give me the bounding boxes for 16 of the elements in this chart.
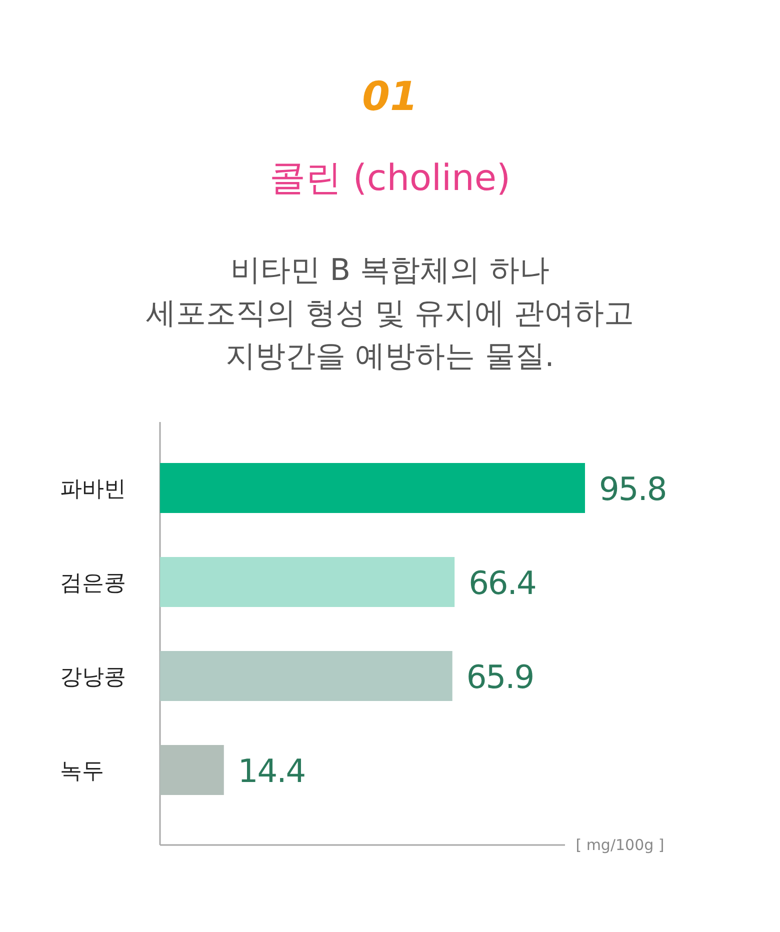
y-tick-label: 녹두 — [60, 759, 104, 784]
text: 01 — [362, 74, 418, 120]
bar — [160, 651, 452, 701]
data-label: 66.4 — [468, 564, 536, 602]
y-tick-label: 검은콩 — [60, 571, 126, 596]
data-label: 65.9 — [466, 658, 534, 696]
chart-title: 콜린 (choline) — [269, 158, 511, 199]
chart-subtitle: 비타민 B 복합체의 하나 세포조직의 형성 및 유지에 관여하고 지방간을 예방하는 물질. — [146, 253, 634, 374]
y-tick-label: 강낭콩 — [60, 665, 126, 690]
bar — [160, 745, 224, 795]
bar — [160, 557, 455, 607]
bar — [160, 463, 585, 513]
y-tick-label: 파바빈 — [60, 477, 126, 502]
x-axis-title: [ mg/100g ] — [576, 836, 664, 854]
data-label: 95.8 — [599, 470, 666, 508]
data-label: 14.4 — [238, 752, 306, 790]
